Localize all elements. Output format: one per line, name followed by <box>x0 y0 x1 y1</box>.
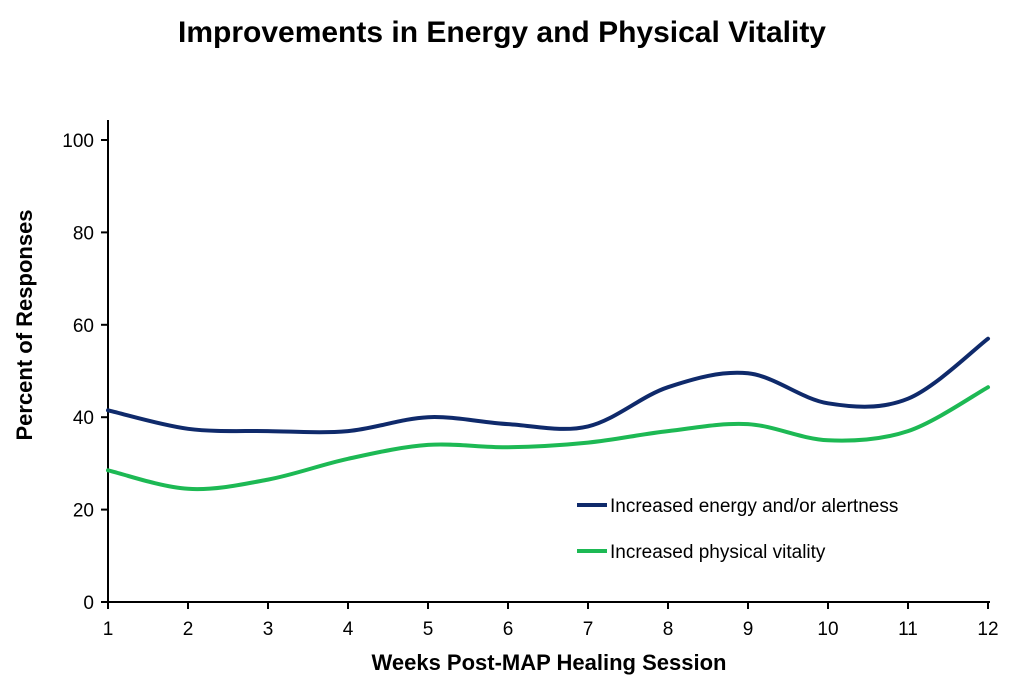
y-tick-label: 40 <box>73 408 94 429</box>
y-axis-label: Percent of Responses <box>12 209 37 440</box>
y-axis-ticks: 0 20 40 60 80 100 <box>62 131 108 614</box>
x-tick-label: 12 <box>977 619 998 640</box>
legend-label-1: Increased energy and/or alertness <box>610 496 898 517</box>
y-tick-label: 80 <box>73 223 94 244</box>
x-tick-label: 6 <box>503 619 514 640</box>
legend: Increased energy and/or alertness Increas… <box>577 496 898 563</box>
x-tick-label: 10 <box>817 619 838 640</box>
x-tick-label: 3 <box>263 619 274 640</box>
chart-title: Improvements in Energy and Physical Vita… <box>178 16 826 49</box>
x-tick-label: 2 <box>183 619 194 640</box>
x-tick-label: 8 <box>663 619 674 640</box>
x-axis-ticks: 1 2 3 4 5 6 7 8 9 10 11 12 <box>103 602 999 640</box>
x-tick-label: 9 <box>743 619 754 640</box>
x-tick-label: 4 <box>343 619 354 640</box>
y-tick-label: 0 <box>83 593 94 614</box>
x-axis-label: Weeks Post-MAP Healing Session <box>372 650 727 675</box>
x-tick-label: 1 <box>103 619 114 640</box>
y-tick-label: 100 <box>62 131 94 152</box>
x-tick-label: 7 <box>583 619 594 640</box>
y-tick-label: 60 <box>73 316 94 337</box>
x-tick-label: 11 <box>898 619 918 640</box>
series-line-2 <box>106 385 990 492</box>
x-tick-label: 5 <box>423 619 434 640</box>
legend-label-2: Increased physical vitality <box>610 542 826 563</box>
y-tick-label: 20 <box>73 501 94 522</box>
series-lines <box>106 336 990 492</box>
series-line-1 <box>106 336 990 435</box>
